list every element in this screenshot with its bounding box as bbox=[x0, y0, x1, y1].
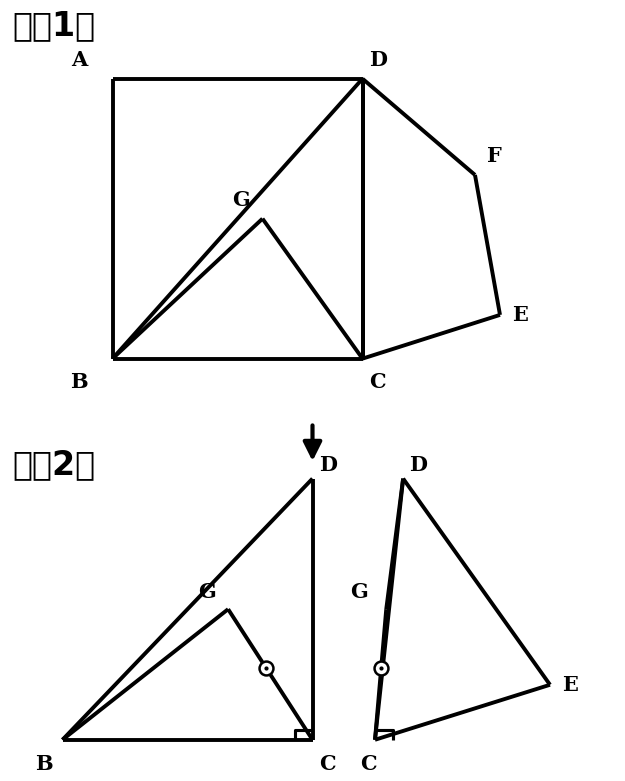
Text: D: D bbox=[319, 455, 337, 475]
Text: C: C bbox=[319, 754, 336, 773]
Text: 『図2』: 『図2』 bbox=[12, 448, 96, 480]
Text: D: D bbox=[409, 455, 428, 475]
Text: E: E bbox=[562, 675, 578, 695]
Text: 『図1』: 『図1』 bbox=[12, 9, 96, 41]
Text: B: B bbox=[35, 754, 52, 773]
Text: C: C bbox=[361, 754, 377, 773]
Text: E: E bbox=[512, 305, 528, 325]
Text: C: C bbox=[369, 372, 386, 392]
Text: G: G bbox=[232, 190, 250, 210]
Text: A: A bbox=[71, 50, 88, 70]
Text: B: B bbox=[70, 372, 88, 392]
Text: G: G bbox=[198, 583, 216, 602]
Text: F: F bbox=[488, 146, 502, 166]
Text: G: G bbox=[350, 583, 368, 602]
Text: D: D bbox=[369, 50, 387, 70]
